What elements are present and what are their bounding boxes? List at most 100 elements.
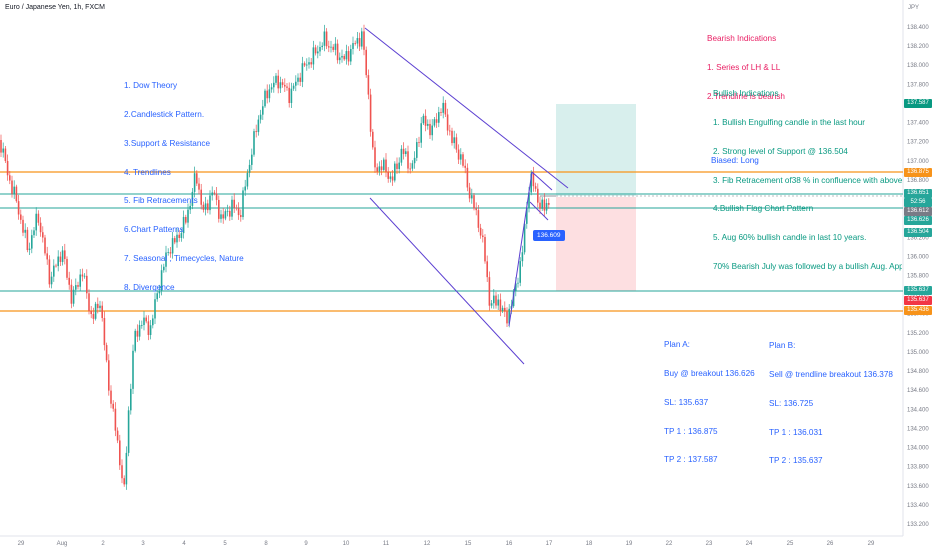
candle-body: [488, 277, 491, 306]
candle-body: [70, 284, 73, 304]
candle-body: [119, 440, 121, 466]
price-tag[interactable]: 135.637: [904, 286, 932, 295]
time-tick-label: 15: [465, 541, 472, 547]
candle-body: [343, 55, 345, 60]
candle-body: [171, 238, 174, 254]
candle-body: [367, 75, 370, 95]
candle-body: [61, 250, 64, 262]
candle-body: [240, 215, 242, 218]
time-tick-label: 29: [18, 541, 25, 547]
methods-line: 8. Divergence: [124, 282, 175, 292]
candle-body: [132, 350, 134, 389]
price-tag[interactable]: 136.875: [904, 168, 932, 177]
plan-a-note: Plan A: Buy @ breakout 136.626 SL: 135.6…: [664, 321, 755, 475]
flag-lower-line: [529, 201, 549, 221]
candle-body: [2, 148, 4, 153]
candle-body: [28, 248, 31, 251]
candle-body: [312, 47, 315, 65]
candle-body: [26, 229, 29, 251]
candle-body: [394, 163, 396, 181]
price-callout[interactable]: 136.609: [533, 230, 565, 241]
candle-body: [231, 199, 233, 217]
candle-body: [440, 112, 442, 113]
candle-body: [11, 180, 13, 194]
price-tick-label: 135.200: [907, 331, 929, 337]
time-tick-label: 12: [424, 541, 431, 547]
candle-body: [121, 465, 123, 479]
candle-body: [266, 90, 268, 99]
price-tick-label: 136.000: [907, 254, 929, 260]
price-tick-label: 135.800: [907, 274, 929, 280]
candle-body: [50, 276, 53, 285]
candle-body: [303, 63, 306, 66]
time-tick-label: Aug: [57, 541, 68, 547]
candle-body: [396, 163, 398, 169]
bullish-line: 4.Bullish Flag Chart Pattern: [713, 204, 814, 214]
candle-body: [31, 235, 33, 249]
candle-body: [462, 154, 464, 166]
candle-body: [226, 210, 229, 212]
bullish-line: 3. Fib Retracement of38 % in confluence …: [713, 175, 902, 185]
candle-body: [328, 46, 330, 48]
candle-body: [180, 233, 183, 238]
price-tick-label: 134.600: [907, 388, 929, 394]
candle-body: [123, 478, 125, 485]
candle-body: [347, 51, 350, 62]
plan-a-line: SL: 135.637: [664, 397, 709, 407]
candle-body: [259, 114, 262, 120]
candle-body: [101, 305, 103, 318]
candle-body: [422, 115, 425, 124]
time-tick-label: 24: [746, 541, 753, 547]
candle-body: [534, 186, 537, 189]
candle-body: [471, 195, 473, 199]
candle-body: [482, 235, 484, 238]
plan-a-line: TP 1 : 136.875: [664, 426, 718, 436]
take-profit-zone: [556, 104, 636, 196]
countdown-tag[interactable]: 52:56: [904, 198, 932, 207]
candle-body: [75, 285, 77, 290]
price-tag[interactable]: 137.587: [904, 99, 932, 108]
price-tag[interactable]: 136.504: [904, 228, 932, 237]
bullish-line: 70% Bearish July was followed by a bulli…: [713, 261, 902, 271]
candle-body: [209, 195, 211, 211]
candle-body: [277, 75, 279, 89]
price-tick-label: 138.400: [907, 25, 929, 31]
candle-body: [484, 237, 486, 262]
candle-body: [299, 77, 301, 82]
candle-body: [92, 314, 95, 319]
price-tag[interactable]: 136.651: [904, 189, 932, 198]
time-tick-label: 16: [506, 541, 513, 547]
candle-body: [198, 183, 200, 190]
price-tag[interactable]: 136.626: [904, 216, 932, 225]
candle-body: [81, 274, 84, 277]
candle-body: [361, 31, 363, 47]
price-tick-label: 135.000: [907, 350, 929, 356]
candle-body: [72, 289, 75, 304]
candle-body: [532, 173, 535, 187]
time-tick-label: 4: [182, 541, 186, 547]
symbol-title[interactable]: Euro / Japanese Yen, 1h, FXCM: [5, 4, 106, 11]
candle-body: [141, 325, 143, 326]
candle-body: [22, 219, 24, 233]
candle-body: [290, 88, 293, 103]
price-tag[interactable]: 136.612: [904, 207, 932, 216]
candle-body: [504, 307, 506, 312]
candle-body: [457, 149, 460, 160]
plan-b-note: Plan B: Sell @ trendline breakout 136.37…: [769, 322, 893, 476]
price-tag[interactable]: 135.436: [904, 306, 932, 315]
price-tick-label: 133.200: [907, 522, 929, 528]
candle-body: [167, 252, 169, 253]
candle-body: [20, 214, 22, 220]
candle-body: [13, 186, 15, 194]
time-tick-label: 18: [586, 541, 593, 547]
methods-line: 6.Chart Patterns: [124, 225, 184, 235]
candle-body: [200, 189, 202, 205]
candle-body: [477, 210, 480, 228]
candle-body: [0, 140, 2, 153]
candle-body: [380, 166, 383, 170]
candle-body: [352, 43, 354, 50]
price-tag[interactable]: 135.637: [904, 296, 932, 305]
methods-line: 2.Candlestick Pattern.: [124, 109, 205, 119]
candle-body: [220, 214, 222, 219]
candle-body: [152, 318, 154, 326]
